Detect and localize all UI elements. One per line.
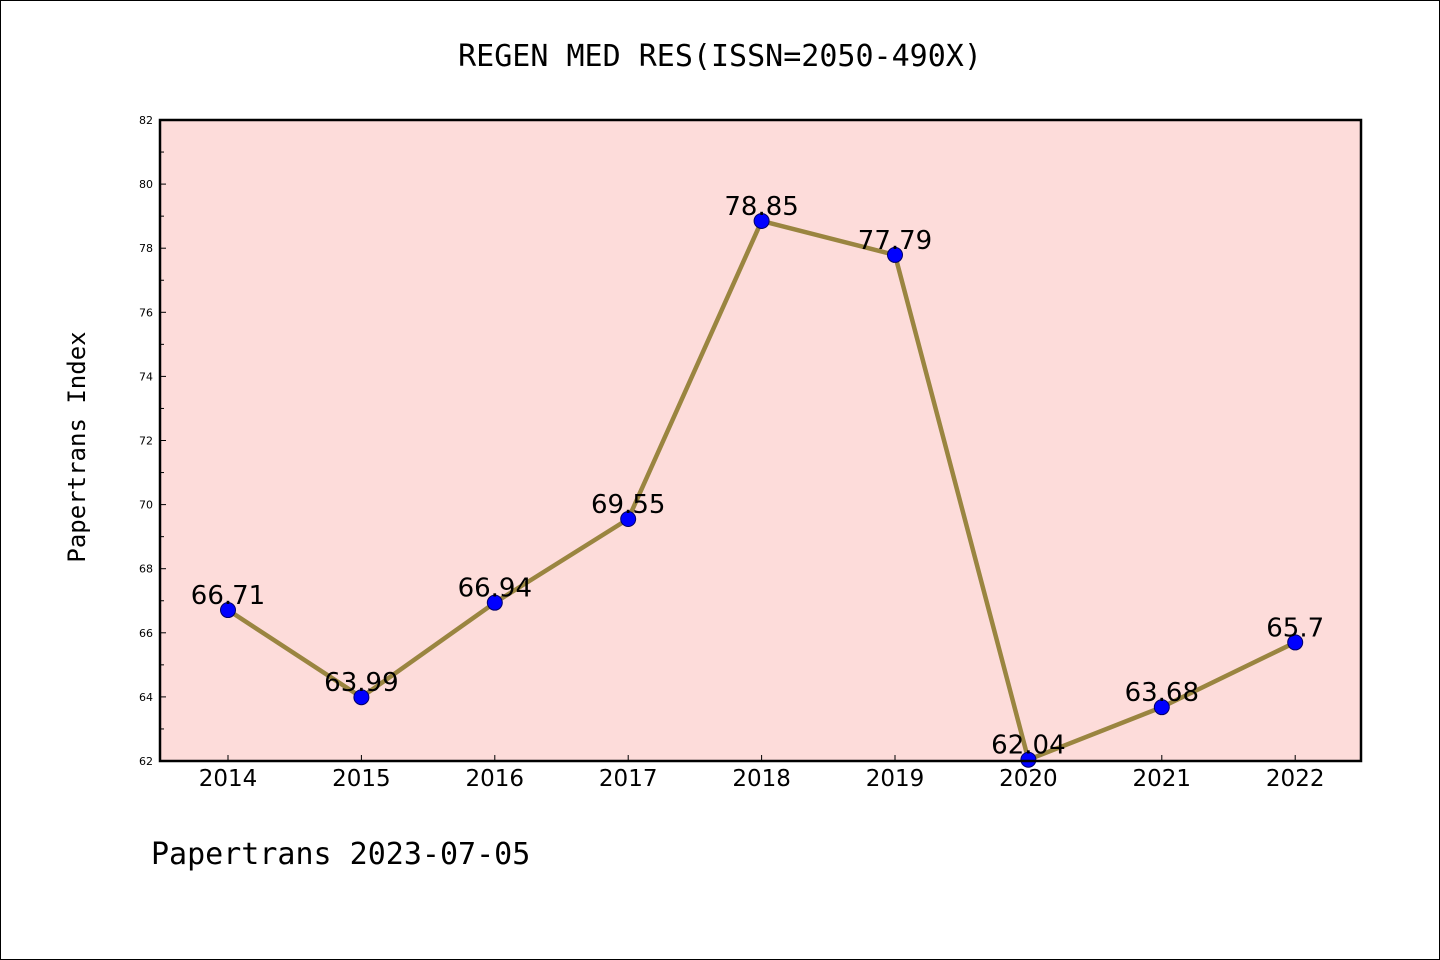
data-point bbox=[1153, 699, 1170, 716]
data-point bbox=[620, 511, 637, 528]
x-tick-label: 2018 bbox=[732, 766, 791, 792]
x-tick-label: 2015 bbox=[332, 766, 391, 792]
y-tick-label: 76 bbox=[139, 306, 153, 319]
x-tick-label: 2022 bbox=[1266, 766, 1325, 792]
y-tick-label: 72 bbox=[139, 435, 153, 448]
data-point bbox=[220, 602, 236, 619]
x-tick-label: 2016 bbox=[466, 766, 525, 792]
x-tick-label: 2019 bbox=[866, 766, 925, 792]
data-label: 69.55 bbox=[591, 490, 665, 520]
data-label: 63.99 bbox=[324, 668, 398, 698]
data-label: 78.85 bbox=[724, 192, 798, 222]
y-tick-label: 74 bbox=[139, 370, 153, 383]
y-tick-label: 64 bbox=[139, 691, 153, 704]
y-tick-label: 66 bbox=[139, 627, 153, 640]
data-point bbox=[1287, 634, 1304, 651]
data-label: 77.79 bbox=[858, 226, 932, 256]
plot-border bbox=[158, 118, 1363, 763]
y-tick-label: 80 bbox=[139, 178, 153, 191]
data-label: 63.68 bbox=[1125, 678, 1199, 708]
data-point bbox=[486, 594, 503, 611]
chart-title: REGEN MED RES(ISSN=2050-490X) bbox=[458, 39, 982, 74]
data-point bbox=[353, 689, 370, 706]
y-tick-label: 82 bbox=[139, 114, 153, 127]
x-tick-label: 2020 bbox=[999, 766, 1058, 792]
data-point bbox=[753, 212, 770, 229]
x-tick-label: 2017 bbox=[599, 766, 658, 792]
data-point bbox=[887, 246, 903, 263]
x-tick-label: 2021 bbox=[1133, 766, 1192, 792]
y-tick-label: 78 bbox=[139, 242, 153, 255]
footer-source-date: Papertrans 2023-07-05 bbox=[151, 837, 531, 872]
y-tick-label: 70 bbox=[139, 499, 153, 512]
x-tick-label: 2014 bbox=[199, 766, 258, 792]
y-tick-label: 62 bbox=[139, 755, 153, 768]
data-label: 65.7 bbox=[1266, 613, 1324, 643]
y-tick-label: 68 bbox=[139, 563, 153, 576]
data-point bbox=[1020, 751, 1037, 768]
data-label: 62.04 bbox=[991, 731, 1065, 761]
data-label: 66.94 bbox=[458, 574, 532, 604]
data-label: 66.71 bbox=[191, 581, 265, 611]
